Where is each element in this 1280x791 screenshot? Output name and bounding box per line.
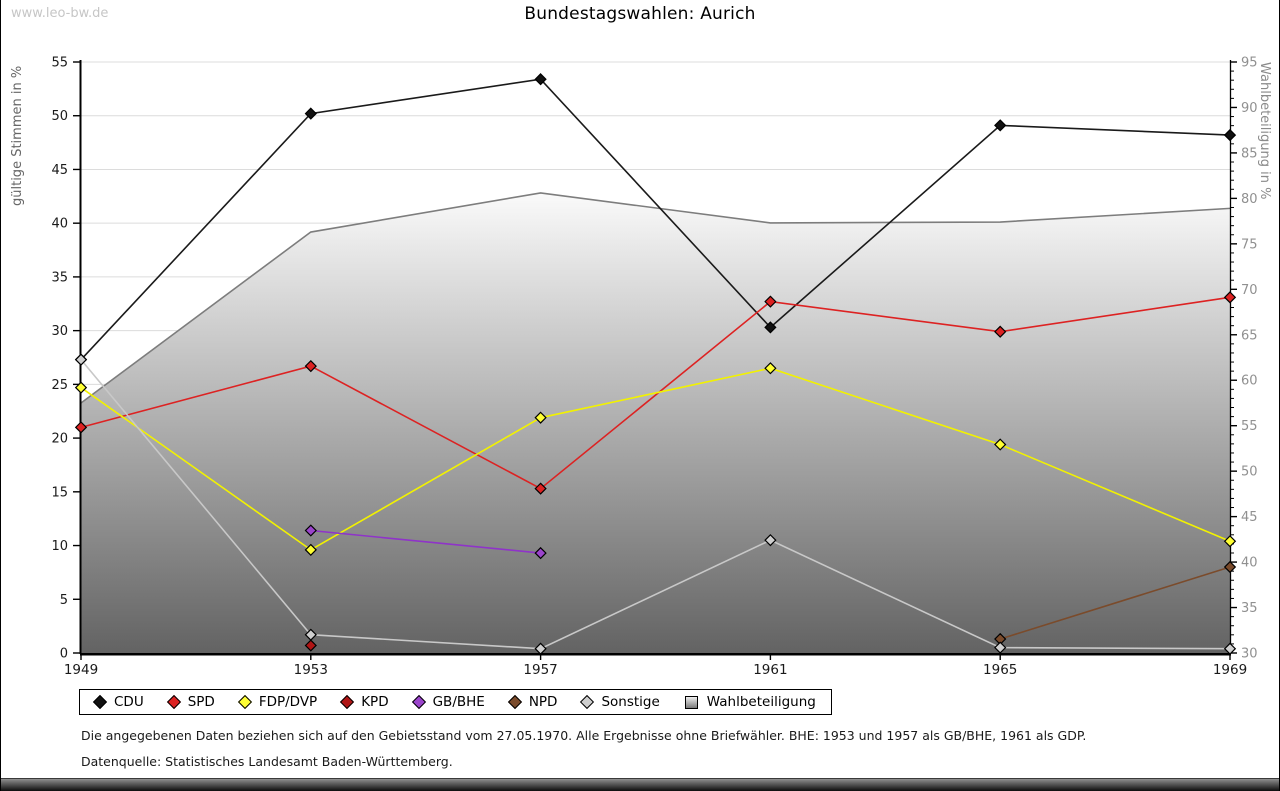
page-title: Bundestagswahlen: Aurich bbox=[524, 4, 756, 24]
series-wahlbeteiligung-area bbox=[80, 192, 1231, 653]
svg-text:20: 20 bbox=[51, 432, 68, 447]
tick-labels: 0 5 10 15 20 25 30 35 40 45 50 55 30 35 40 45 50 55 60 65 70… bbox=[51, 56, 1257, 679]
kpd-marker-icon bbox=[340, 694, 355, 710]
legend-item-gb-bhe: GB/BHE bbox=[411, 694, 485, 710]
svg-text:95: 95 bbox=[1241, 56, 1258, 71]
svg-text:40: 40 bbox=[51, 217, 68, 232]
svg-text:35: 35 bbox=[1241, 601, 1258, 616]
footnote-datenquelle: Datenquelle: Statistisches Landesamt Bad… bbox=[81, 754, 453, 769]
svg-text:0: 0 bbox=[60, 647, 68, 662]
svg-text:40: 40 bbox=[1241, 556, 1258, 571]
legend-item-npd: NPD bbox=[507, 694, 558, 710]
sonstige-marker-icon bbox=[580, 694, 595, 710]
svg-text:55: 55 bbox=[1241, 419, 1258, 434]
svg-text:1969: 1969 bbox=[1213, 662, 1247, 678]
series-npd bbox=[994, 560, 1237, 646]
svg-text:35: 35 bbox=[51, 270, 68, 285]
legend-item-fdp-dvp: FDP/DVP bbox=[237, 694, 318, 710]
svg-text:25: 25 bbox=[51, 378, 68, 393]
bottom-bar bbox=[1, 778, 1279, 791]
legend-label: Sonstige bbox=[601, 694, 660, 710]
svg-text:50: 50 bbox=[51, 109, 68, 124]
svg-text:65: 65 bbox=[1241, 328, 1258, 343]
election-line-chart: 0 5 10 15 20 25 30 35 40 45 50 55 30 35 40 45 50 55 60 65 70… bbox=[51, 56, 1257, 679]
gb-bhe-marker-icon bbox=[411, 694, 426, 710]
cdu-marker-icon bbox=[92, 694, 108, 710]
svg-text:45: 45 bbox=[51, 163, 68, 178]
svg-text:80: 80 bbox=[1241, 192, 1258, 207]
npd-marker-icon bbox=[507, 694, 522, 710]
svg-text:55: 55 bbox=[51, 56, 68, 71]
svg-text:1961: 1961 bbox=[753, 662, 787, 678]
svg-text:15: 15 bbox=[51, 485, 68, 500]
svg-text:1965: 1965 bbox=[983, 662, 1017, 678]
legend-item-sonstige: Sonstige bbox=[580, 694, 660, 710]
svg-text:30: 30 bbox=[1241, 647, 1258, 662]
chart-legend: CDU SPD FDP/DVP KPD GB/BHE NPD Sonstige Wahlbet… bbox=[79, 689, 832, 715]
svg-text:10: 10 bbox=[51, 539, 68, 554]
svg-text:1949: 1949 bbox=[64, 662, 98, 678]
spd-marker-icon bbox=[166, 694, 181, 710]
footnote-gebietsstand: Die angegebenen Daten beziehen sich auf … bbox=[81, 728, 1087, 743]
series-gb-bhe bbox=[304, 524, 547, 560]
right-axis-title: Wahlbeteiligung in % bbox=[1257, 62, 1272, 200]
series-sonstige bbox=[74, 353, 1237, 655]
svg-text:1953: 1953 bbox=[294, 662, 328, 678]
svg-text:50: 50 bbox=[1241, 465, 1258, 480]
legend-label: CDU bbox=[114, 694, 144, 710]
series-spd bbox=[74, 291, 1237, 495]
svg-text:70: 70 bbox=[1241, 283, 1258, 298]
left-axis-title: gültige Stimmen in % bbox=[10, 65, 25, 206]
legend-label: SPD bbox=[187, 694, 215, 710]
svg-text:75: 75 bbox=[1241, 237, 1258, 252]
svg-text:5: 5 bbox=[60, 593, 68, 608]
legend-item-kpd: KPD bbox=[340, 694, 389, 710]
series-kpd bbox=[304, 639, 317, 652]
svg-text:60: 60 bbox=[1241, 374, 1258, 389]
fdp-dvp-marker-icon bbox=[237, 694, 252, 710]
wahlbeteiligung-marker-icon bbox=[684, 695, 698, 709]
svg-text:30: 30 bbox=[51, 324, 68, 339]
legend-item-spd: SPD bbox=[166, 694, 215, 710]
legend-item-cdu: CDU bbox=[92, 694, 144, 710]
svg-text:1957: 1957 bbox=[523, 662, 557, 678]
legend-label: Wahlbeteiligung bbox=[706, 694, 816, 710]
legend-item-wahlbeteiligung: Wahlbeteiligung bbox=[684, 694, 816, 710]
svg-text:90: 90 bbox=[1241, 101, 1258, 116]
svg-text:45: 45 bbox=[1241, 510, 1258, 525]
svg-text:85: 85 bbox=[1241, 146, 1258, 161]
watermark: www.leo-bw.de bbox=[11, 6, 109, 21]
legend-label: FDP/DVP bbox=[258, 694, 318, 710]
legend-label: GB/BHE bbox=[432, 694, 485, 710]
legend-label: KPD bbox=[361, 694, 389, 710]
series-fdp-dvp bbox=[74, 362, 1237, 556]
legend-label: NPD bbox=[528, 694, 558, 710]
